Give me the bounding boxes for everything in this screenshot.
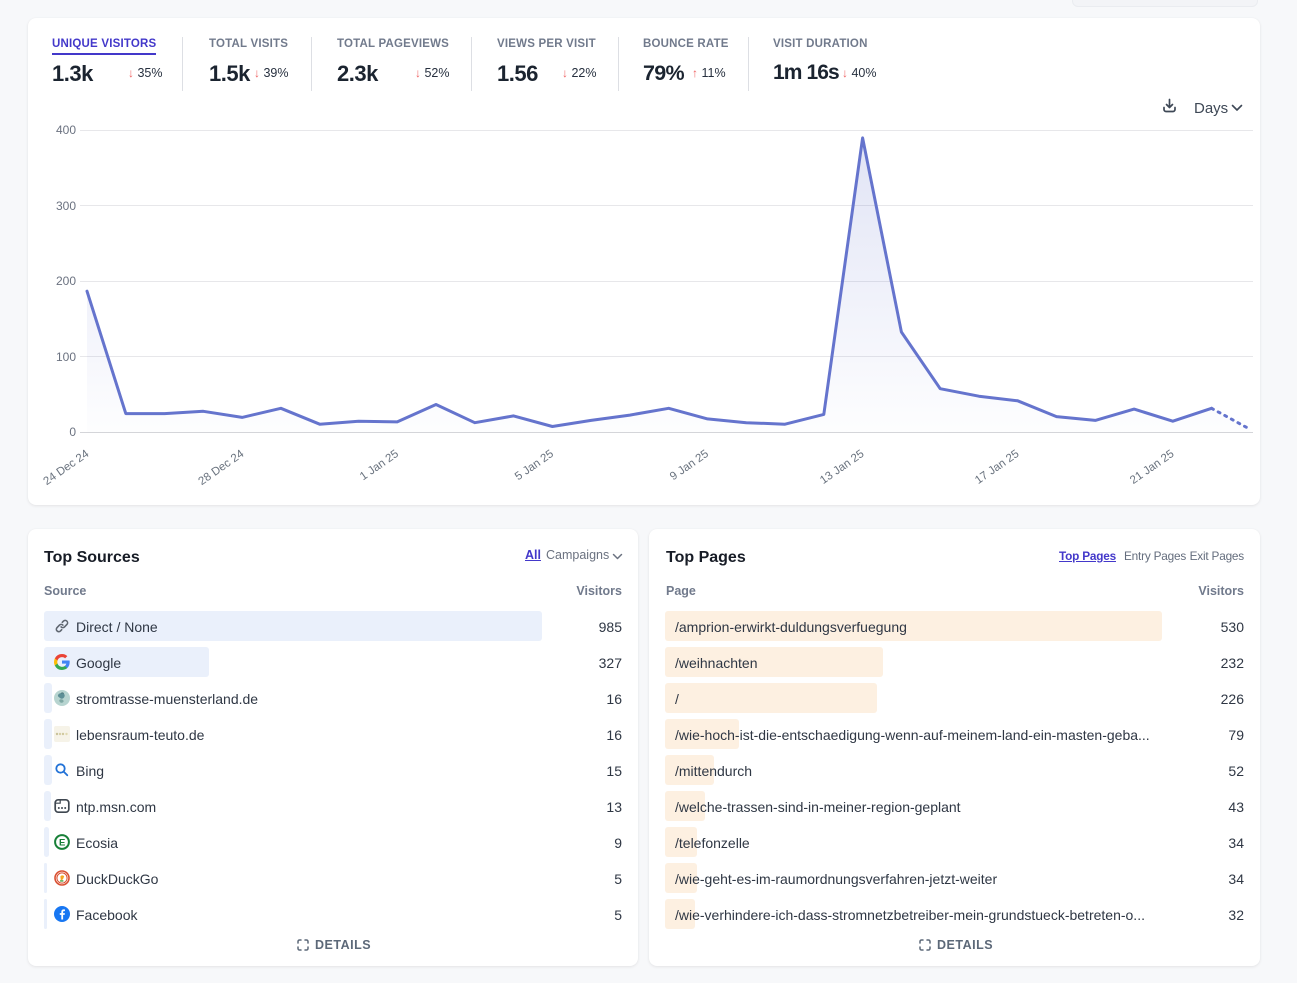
- svg-text:E: E: [59, 837, 65, 848]
